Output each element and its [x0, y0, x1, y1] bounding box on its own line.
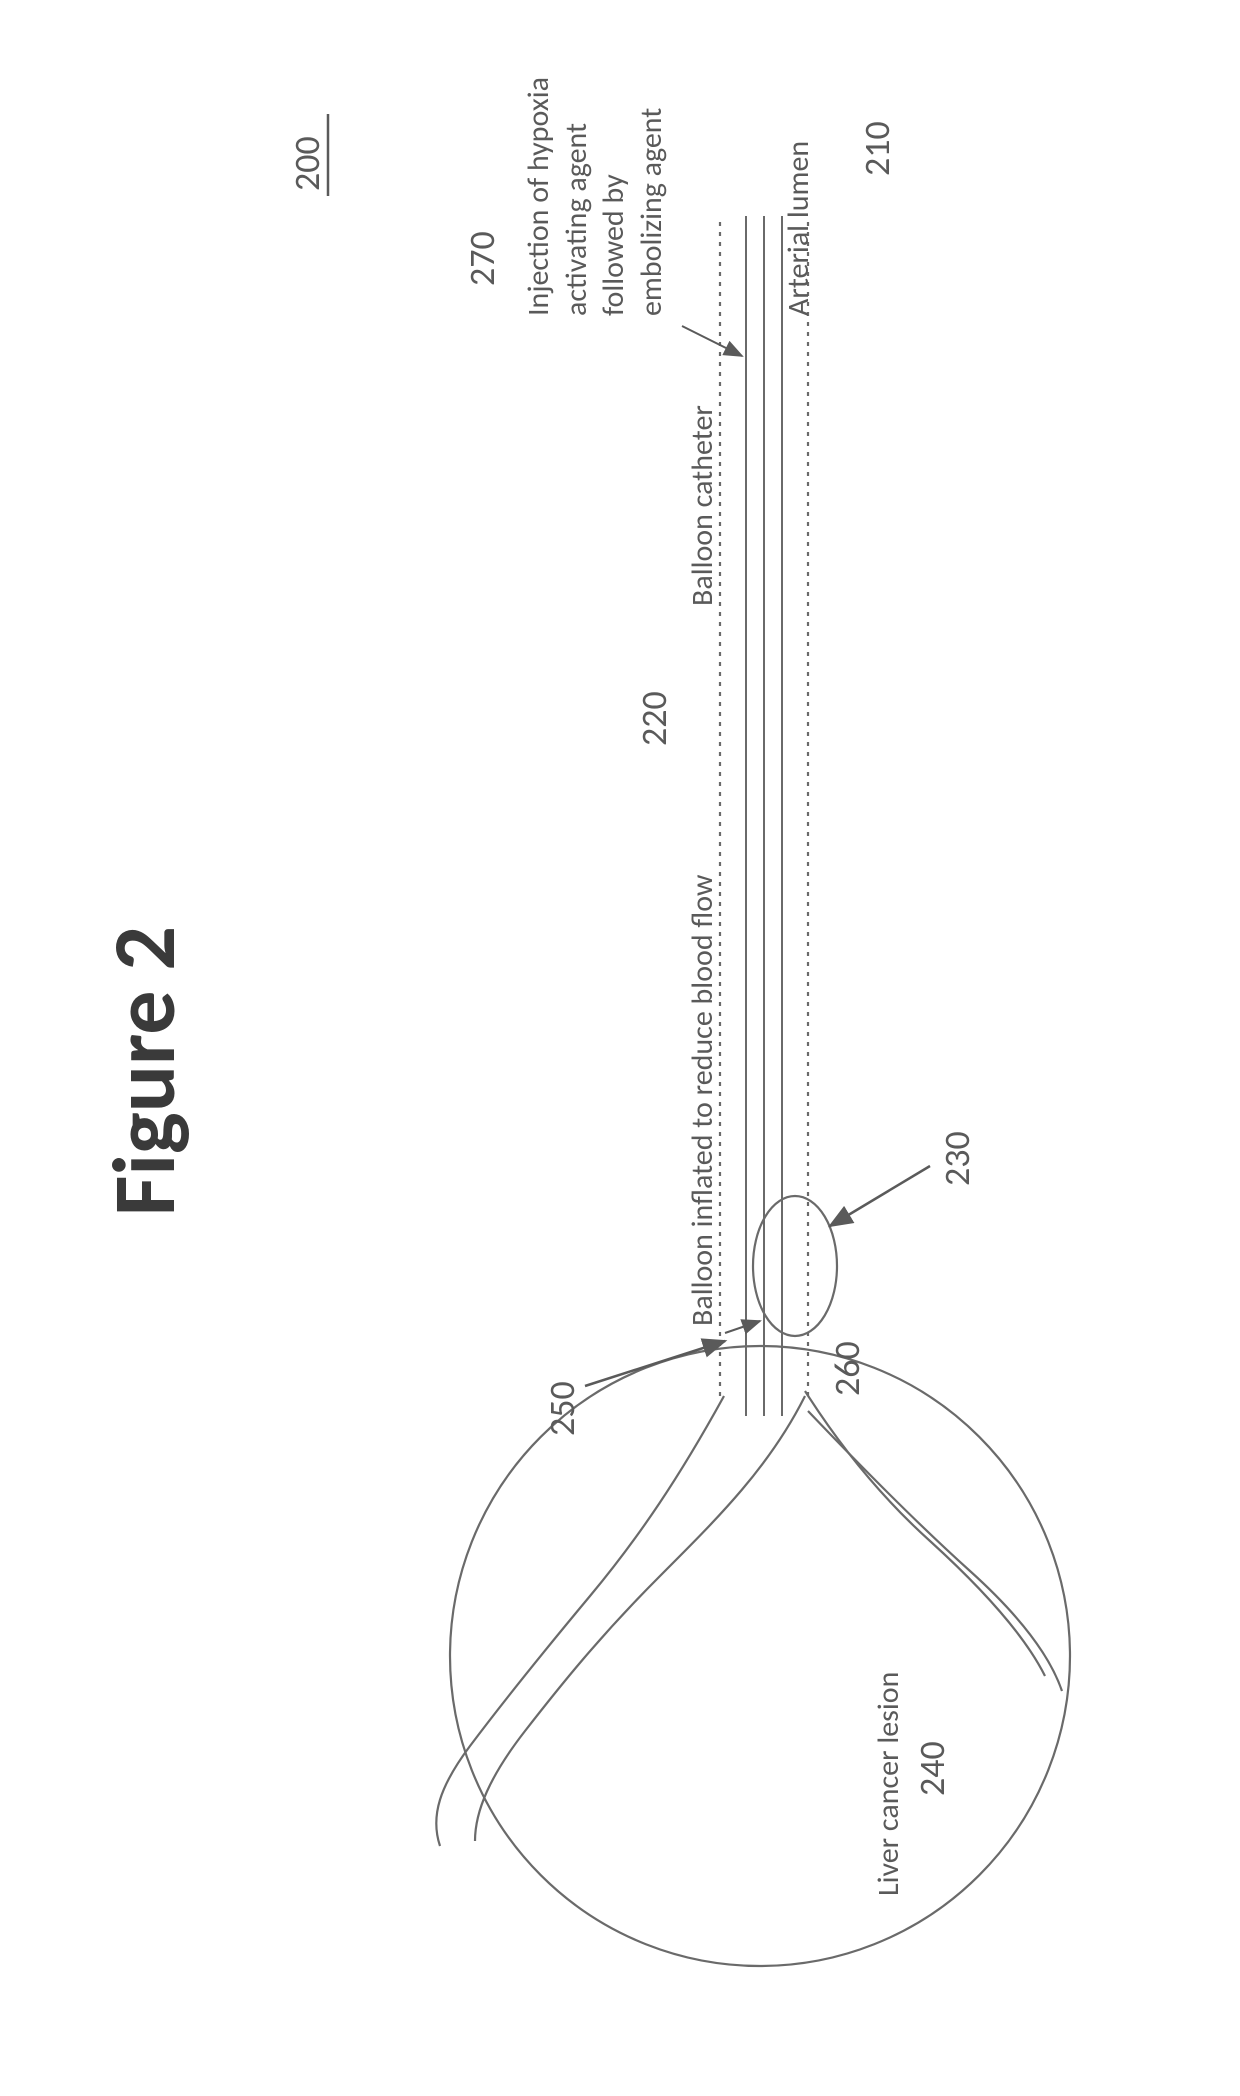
ref-210: 210 [855, 121, 899, 176]
ref-260: 260 [825, 1341, 869, 1396]
ref-230: 230 [935, 1131, 979, 1186]
label-injection: Injection of hypoxia activating agent fo… [520, 77, 670, 316]
ref-220: 220 [632, 691, 676, 746]
label-liver-lesion: Liver cancer lesion [870, 1672, 908, 1896]
arrow-injection [682, 326, 742, 356]
arrow-230 [830, 1166, 930, 1226]
balloon-ellipse [753, 1196, 837, 1336]
ref-240: 240 [910, 1741, 954, 1796]
vessel-upper-b [475, 1396, 805, 1841]
vessel-upper-a [436, 1396, 724, 1846]
ref-200: 200 [285, 136, 329, 191]
label-balloon-catheter: Balloon catheter [684, 405, 722, 606]
arrow-250 [585, 1341, 725, 1386]
lesion-circle [450, 1346, 1070, 1966]
ref-250: 250 [540, 1381, 584, 1436]
vessel-lower-b [808, 1411, 1062, 1691]
rotated-figure-container: Figure 2 200 270 Injection of hypoxia ac… [0, 0, 1240, 2096]
label-balloon-inflated: Balloon inflated to reduce blood flow [684, 875, 722, 1326]
figure-title: Figure 2 [90, 926, 198, 1216]
vessel-lower-a [805, 1391, 1045, 1676]
arrow-260 [725, 1321, 760, 1333]
ref-270: 270 [460, 231, 504, 286]
label-arterial-lumen: Arterial lumen [780, 141, 818, 316]
